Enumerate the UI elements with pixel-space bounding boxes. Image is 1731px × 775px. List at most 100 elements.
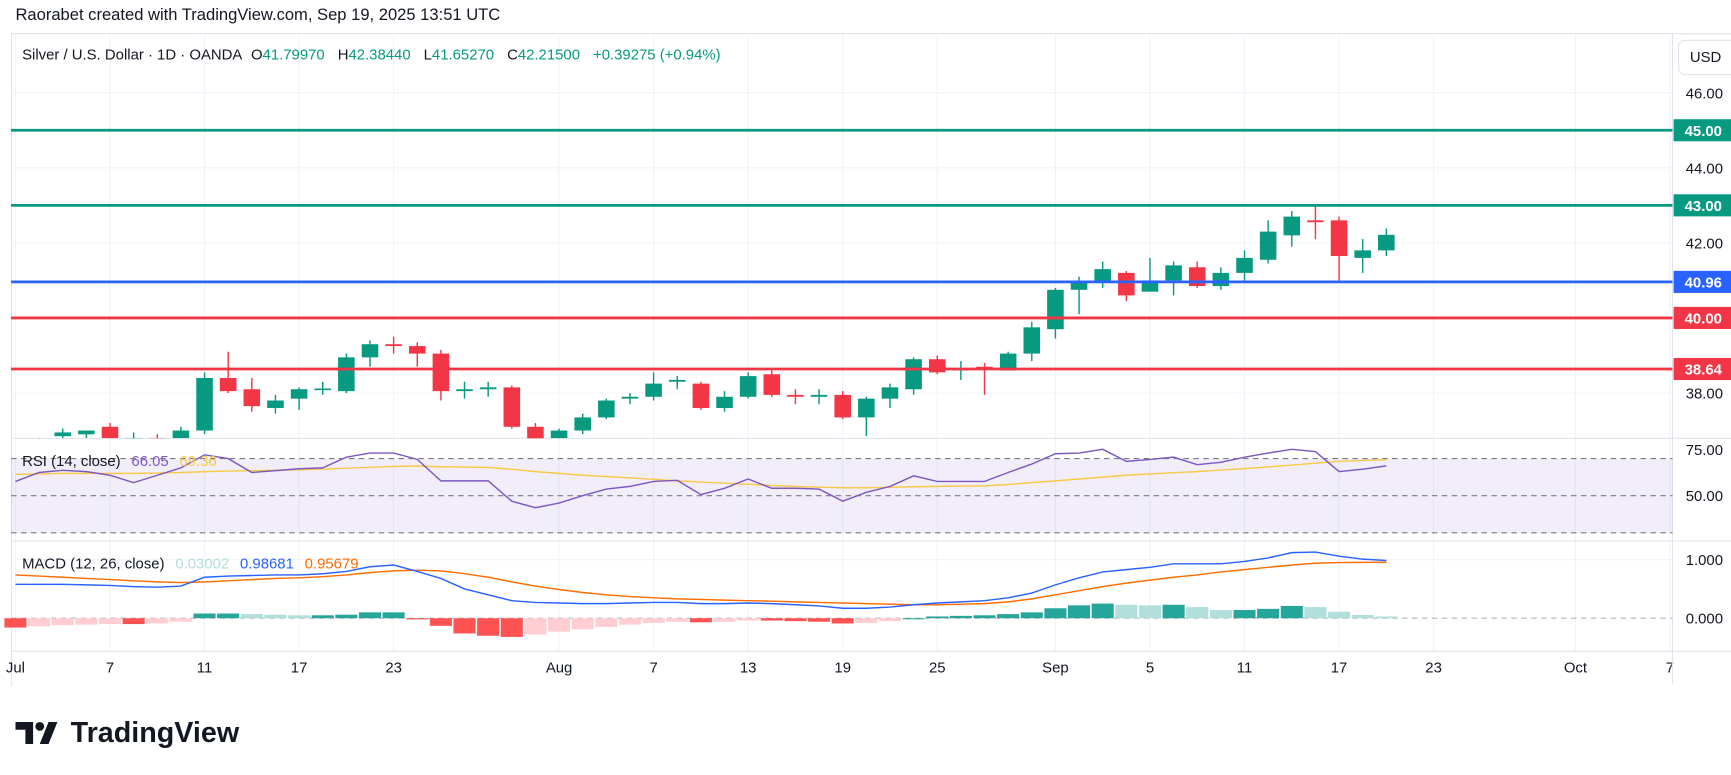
macd-histogram-bar xyxy=(335,614,358,619)
x-axis-label: Aug xyxy=(546,660,573,676)
macd-histogram-bar xyxy=(524,618,547,635)
macd-histogram-bar xyxy=(288,615,311,619)
macd-histogram-bar xyxy=(997,614,1020,619)
x-axis-label: Jul xyxy=(6,660,25,676)
rsi-axis-label: 50.00 xyxy=(1686,489,1723,505)
macd-histogram-bar xyxy=(382,612,405,619)
price-level-label: 40.96 xyxy=(1685,275,1722,291)
candle-body xyxy=(267,400,284,409)
macd-histogram-bar xyxy=(75,618,98,625)
rsi-legend: RSI (14, close) 66.05 69.36 xyxy=(22,453,223,470)
macd-histogram-bar xyxy=(1091,603,1114,619)
candle-body xyxy=(574,417,591,431)
candle-body xyxy=(314,388,331,391)
price-level-label: 40.00 xyxy=(1685,311,1722,327)
candle-body xyxy=(1094,269,1111,283)
high-label: H xyxy=(337,46,349,63)
open-label: O xyxy=(250,46,263,63)
macd-histogram-bar xyxy=(122,618,145,625)
candle-body xyxy=(148,438,166,439)
macd-title: MACD (12, 26, close) xyxy=(22,555,165,572)
macd-histogram-bar xyxy=(855,618,878,623)
macd-histogram-bar xyxy=(949,615,972,619)
macd-histogram-bar xyxy=(146,618,169,624)
macd-histogram-bar xyxy=(51,618,74,626)
x-axis-label: 11 xyxy=(1237,660,1252,676)
candles-group xyxy=(31,205,1395,453)
currency-button[interactable]: USD xyxy=(1678,39,1731,76)
candle-body xyxy=(243,389,261,407)
macd-histogram-bar xyxy=(973,615,996,619)
macd-histogram-bar xyxy=(760,618,783,621)
macd-histogram-bar xyxy=(713,618,736,622)
candle-body xyxy=(31,442,48,453)
price-level-tag xyxy=(1673,119,1731,142)
candle-body xyxy=(1259,231,1277,260)
price-axis-label: 42.00 xyxy=(1686,236,1723,252)
price-level-label: 38.64 xyxy=(1685,363,1723,379)
macd-signal-line xyxy=(15,561,1387,606)
macd-histogram-bar xyxy=(926,616,949,619)
x-axis-label: 23 xyxy=(385,660,402,676)
tradingview-logo[interactable]: TradingView xyxy=(15,715,239,749)
candle-body xyxy=(692,383,710,409)
x-axis-label: Sep xyxy=(1042,660,1069,676)
macd-histogram-bar xyxy=(689,618,712,623)
macd-histogram-bar xyxy=(831,618,854,624)
macd-histogram-bar xyxy=(666,618,689,622)
macd-histogram-bar xyxy=(1115,604,1138,619)
x-axis-label: 5 xyxy=(1146,660,1154,676)
candle-body xyxy=(196,377,213,431)
candle-body xyxy=(763,374,781,395)
candle-body xyxy=(834,394,851,418)
macd-histogram-bar xyxy=(1280,605,1303,619)
price-axis-label: 38.00 xyxy=(1686,387,1723,403)
x-axis-label: 7 xyxy=(1666,660,1674,676)
low-value: 41.65270 xyxy=(431,46,495,63)
candle-body xyxy=(408,346,426,354)
candle-body xyxy=(1330,220,1348,257)
candle-body xyxy=(101,426,119,439)
symbol-legend: Silver / U.S. Dollar · 1D · OANDA O41.79… xyxy=(22,46,725,63)
macd-histogram-bar xyxy=(477,618,500,636)
rsi-axis-label: 75.00 xyxy=(1686,443,1723,459)
tradingview-logo-icon xyxy=(15,721,58,744)
high-value: 42.38440 xyxy=(348,46,411,63)
candle-body xyxy=(1023,327,1041,354)
x-axis-label: 25 xyxy=(929,660,946,676)
x-axis-label: 23 xyxy=(1425,660,1442,676)
candle-body xyxy=(125,438,142,439)
candle-body xyxy=(1047,289,1064,330)
candle-body xyxy=(645,383,662,397)
candle-body xyxy=(78,430,95,435)
macd-axis-label: 0.000 xyxy=(1686,612,1723,628)
candle-body xyxy=(1236,257,1253,273)
x-axis-label: 11 xyxy=(197,660,212,676)
x-axis-label: 17 xyxy=(291,660,308,676)
candle-body xyxy=(999,353,1017,371)
candle-body xyxy=(739,376,757,397)
candle-body xyxy=(219,377,237,392)
macd-histogram-bar xyxy=(453,618,476,634)
macd-histogram-bar xyxy=(1186,607,1209,619)
candle-body xyxy=(1165,265,1182,281)
macd-histogram-bar xyxy=(264,614,287,619)
macd-histogram-bar xyxy=(1138,605,1162,619)
candle-body xyxy=(172,430,190,439)
macd-line xyxy=(15,551,1387,609)
candle-body xyxy=(668,379,686,382)
candle-body xyxy=(432,353,450,392)
logo-text: TradingView xyxy=(70,715,240,749)
macd-histogram-bar xyxy=(4,618,27,628)
x-axis-label: 13 xyxy=(740,660,757,676)
macd-histogram-bar xyxy=(548,618,571,632)
rsi-ma-value: 69.36 xyxy=(179,452,217,470)
macd-histogram-bar xyxy=(1068,605,1091,619)
symbol-title: Silver / U.S. Dollar · 1D · OANDA xyxy=(22,46,243,63)
macd-histogram-bar xyxy=(902,618,925,620)
price-level-tag xyxy=(1673,306,1731,329)
macd-histogram-bar xyxy=(429,618,452,626)
x-axis-label: 7 xyxy=(106,660,114,676)
price-level-label: 43.00 xyxy=(1685,199,1722,215)
